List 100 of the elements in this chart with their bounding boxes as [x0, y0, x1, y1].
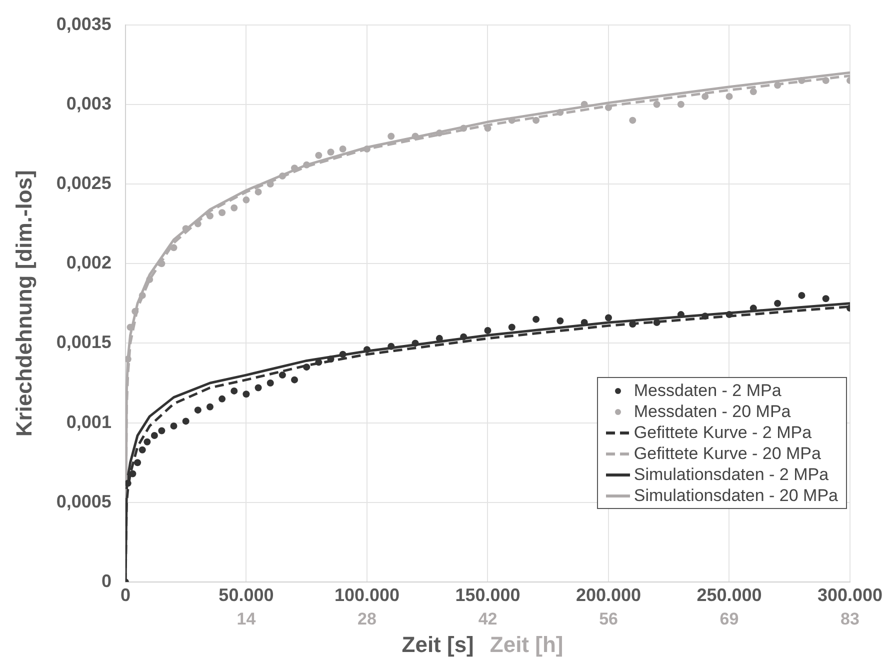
legend-label: Simulationsdaten - 2 MPa [634, 464, 829, 484]
y-tick-label: 0,001 [66, 412, 112, 432]
point [129, 470, 136, 478]
point [218, 209, 226, 216]
point [339, 350, 346, 358]
point [254, 188, 262, 196]
point [158, 427, 166, 434]
point [170, 422, 178, 430]
y-tick-label: 0,003 [66, 93, 112, 114]
point [125, 480, 132, 487]
x-tick-label: 150.000 [455, 584, 520, 605]
point [653, 100, 660, 108]
point [339, 145, 346, 152]
point [798, 292, 806, 299]
x2-tick-label: 28 [358, 609, 376, 628]
point [532, 116, 540, 124]
point [702, 312, 709, 320]
point [484, 326, 492, 334]
point [278, 172, 286, 180]
point [194, 406, 202, 414]
x-axis-title: Zeit [s] [402, 632, 474, 657]
point [291, 376, 298, 384]
point [702, 92, 709, 100]
x-tick-label: 50.000 [218, 584, 274, 605]
point [138, 292, 146, 299]
point [327, 356, 334, 363]
point [315, 358, 322, 366]
point [230, 387, 238, 394]
point [150, 432, 158, 440]
point [303, 364, 310, 371]
x2-tick-label: 56 [599, 609, 618, 628]
point [363, 145, 370, 152]
point [134, 459, 142, 466]
point [388, 342, 395, 350]
point [132, 308, 139, 315]
x2-tick-label: 42 [478, 609, 498, 628]
point [822, 77, 830, 84]
y-tick-label: 0,0005 [56, 491, 112, 512]
point [278, 372, 286, 379]
point [629, 116, 636, 124]
point [798, 77, 806, 84]
legend-label: Gefittete Kurve - 20 MPa [634, 444, 821, 464]
point [206, 403, 214, 410]
x2-tick-label: 83 [840, 609, 860, 628]
point [460, 124, 468, 132]
point [508, 116, 516, 124]
x-tick-label: 100.000 [334, 584, 400, 605]
point [138, 446, 146, 454]
point [726, 92, 733, 100]
point [822, 295, 830, 302]
y-tick-label: 0,0015 [56, 332, 112, 352]
point [194, 220, 202, 228]
point [146, 276, 154, 284]
point [327, 148, 334, 156]
point [125, 356, 132, 363]
y-tick-label: 0,0035 [56, 14, 112, 34]
y-tick-label: 0,0025 [56, 172, 112, 193]
point [726, 311, 733, 318]
point [242, 390, 250, 398]
point [629, 320, 636, 328]
point [266, 380, 274, 386]
point [436, 334, 443, 342]
point [182, 418, 190, 425]
legend-label: Messdaten - 20 MPa [634, 402, 791, 422]
y-tick-label: 0,002 [66, 252, 112, 273]
point [303, 161, 310, 168]
point [604, 314, 612, 322]
point [750, 88, 757, 96]
x2-tick-label: 14 [236, 609, 256, 628]
point [604, 104, 612, 112]
point [230, 204, 238, 212]
x-tick-label: 200.000 [576, 584, 642, 605]
x2-axis-title: Zeit [h] [490, 632, 564, 657]
x-tick-label: 250.000 [696, 584, 762, 605]
point [412, 132, 419, 140]
y-tick-label: 0 [101, 570, 112, 591]
point [363, 346, 370, 354]
point [436, 130, 443, 137]
point [508, 324, 516, 331]
point [580, 100, 588, 108]
point [653, 319, 660, 326]
point [144, 438, 151, 446]
point [218, 395, 226, 402]
point [774, 300, 782, 307]
point [315, 152, 322, 159]
x-tick-label: 300.000 [817, 584, 883, 605]
point [532, 316, 540, 323]
point [774, 82, 782, 89]
point [242, 196, 250, 204]
point [677, 100, 684, 108]
y-axis-title: Kriechdehnung [dim.-los] [11, 170, 36, 437]
legend-label: Messdaten - 2 MPa [634, 380, 782, 400]
point [556, 108, 564, 116]
point [254, 384, 262, 392]
x2-tick-label: 69 [720, 609, 739, 628]
point [206, 212, 214, 220]
point [460, 333, 468, 340]
point [412, 340, 419, 347]
point [158, 260, 166, 268]
legend-label: Gefittete Kurve - 2 MPa [634, 422, 812, 442]
